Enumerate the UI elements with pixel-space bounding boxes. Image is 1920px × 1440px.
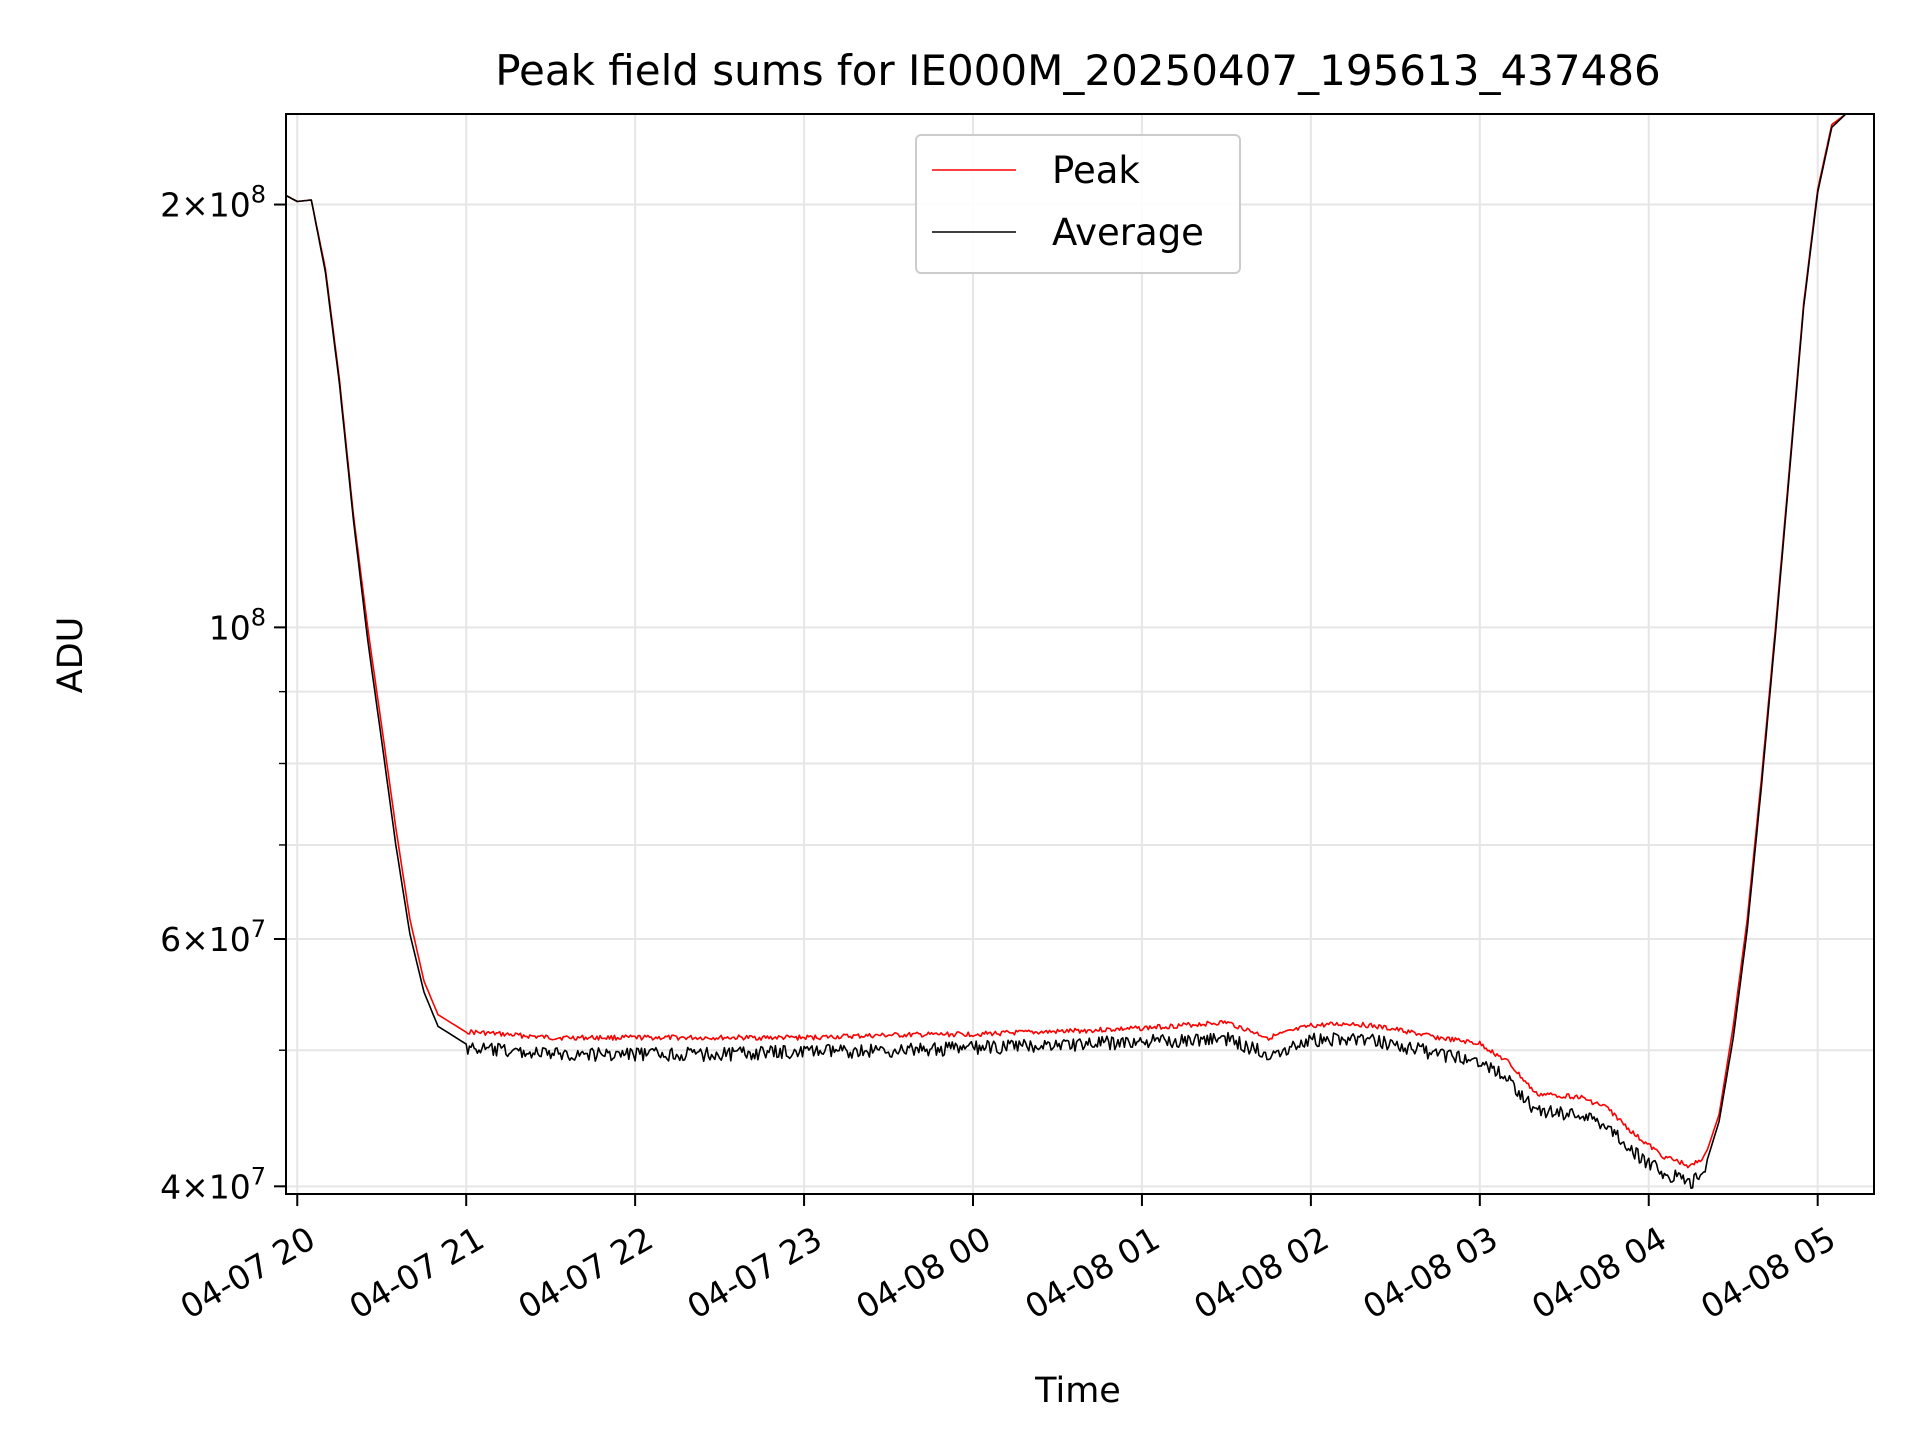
x-axis-label: Time	[1034, 1371, 1121, 1411]
y-tick-times: ×10	[181, 920, 251, 959]
y-tick-times: ×10	[181, 186, 251, 225]
y-tick-times: ×10	[181, 1167, 251, 1206]
y-axis-label: ADU	[51, 617, 91, 694]
grid	[286, 114, 1874, 1194]
y-tick-exponent: 8	[251, 603, 266, 631]
y-tick-mantissa: 2	[160, 186, 181, 225]
y-tick-label: 4×107	[160, 1162, 266, 1206]
y-tick-exponent: 8	[251, 181, 266, 209]
legend-average-label: Average	[1052, 211, 1204, 254]
plot-frame	[285, 113, 1875, 1195]
y-tick-mantissa: 4	[160, 1167, 181, 1206]
legend: Peak Average	[915, 134, 1241, 274]
y-tick-base: 10	[209, 608, 251, 647]
y-tick-mantissa: 6	[160, 920, 181, 959]
series-layer	[285, 113, 1847, 1189]
series-line-average	[285, 113, 1847, 1189]
y-tick-label: 2×108	[160, 181, 266, 225]
y-tick-label: 108	[209, 603, 266, 647]
y-tick-label: 6×107	[160, 915, 266, 959]
y-tick-exponent: 7	[251, 1162, 266, 1190]
series-line-peak	[285, 113, 1847, 1169]
legend-peak-label: Peak	[1052, 149, 1140, 192]
chart-title: Peak field sums for IE000M_20250407_1956…	[495, 46, 1661, 95]
y-tick-exponent: 7	[251, 915, 266, 943]
